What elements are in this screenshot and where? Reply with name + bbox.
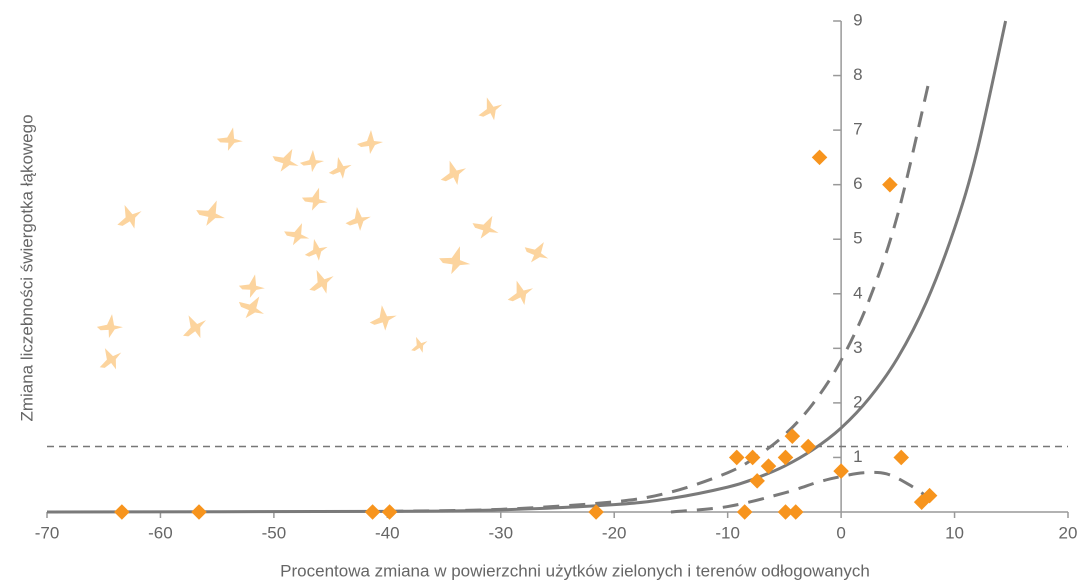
data-point xyxy=(800,439,816,455)
data-point xyxy=(893,450,909,466)
y-tick-label: 9 xyxy=(853,10,862,29)
x-axis-label: Procentowa zmiana w powierzchni użytków … xyxy=(280,561,870,580)
x-tick-label: -50 xyxy=(262,523,287,542)
x-tick-label: -60 xyxy=(148,523,173,542)
data-point xyxy=(812,150,828,166)
x-tick-label: -30 xyxy=(488,523,513,542)
data-point xyxy=(382,504,398,520)
data-point xyxy=(114,504,130,520)
data-point xyxy=(737,504,753,520)
x-tick-label: -40 xyxy=(375,523,400,542)
y-tick-label: 6 xyxy=(853,174,862,193)
y-tick-label: 5 xyxy=(853,229,862,248)
bird-flock xyxy=(93,93,555,376)
data-point xyxy=(788,504,804,520)
y-axis-label: Zmiana liczebności świergotka łąkowego xyxy=(17,114,36,421)
chart: Zmiana liczebności świergotka łąkowego P… xyxy=(0,0,1079,582)
y-tick-label: 1 xyxy=(853,447,862,466)
x-tick-label: 10 xyxy=(945,523,964,542)
fit-curve xyxy=(47,21,1006,512)
y-tick-label: 8 xyxy=(853,65,862,84)
y-tick-label: 3 xyxy=(853,338,862,357)
x-tick-label: 20 xyxy=(1059,523,1078,542)
data-point xyxy=(191,504,207,520)
data-point xyxy=(729,450,745,466)
page: {"chart_data": { "type": "scatter", "x_l… xyxy=(0,0,1079,582)
data-point xyxy=(882,177,898,193)
x-tick-label: -10 xyxy=(715,523,740,542)
y-tick-label: 4 xyxy=(853,283,862,302)
x-tick-label: 0 xyxy=(836,523,845,542)
y-tick-label: 7 xyxy=(853,120,862,139)
x-tick-label: -20 xyxy=(602,523,627,542)
data-point xyxy=(365,504,381,520)
x-tick-label: -70 xyxy=(35,523,60,542)
